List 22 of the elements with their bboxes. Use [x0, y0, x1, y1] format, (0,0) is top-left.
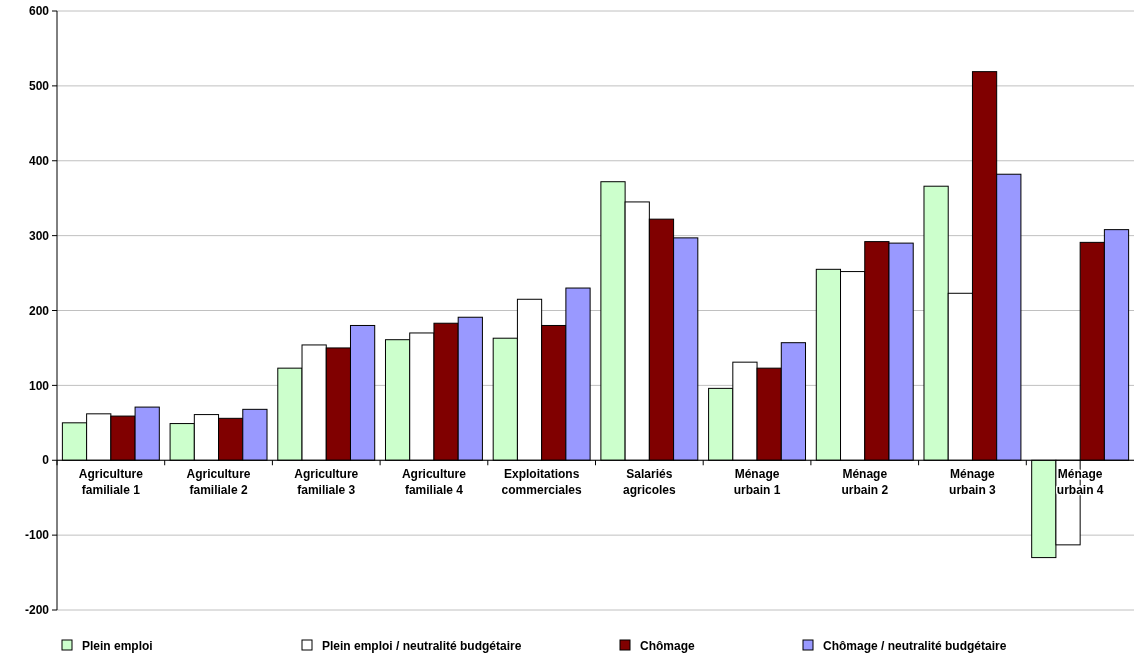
y-tick-label: -200	[24, 603, 50, 618]
legend-label: Plein emploi / neutralité budgétaire	[322, 639, 522, 653]
y-tick-label: 500	[28, 79, 50, 94]
y-tick-label: -100	[24, 528, 50, 543]
y-tick-label: 100	[28, 378, 50, 393]
x-tick-label: Agriculture familiale 1	[78, 467, 144, 498]
legend-label: Chômage	[640, 639, 695, 653]
x-tick-label: Salariés agricoles	[623, 467, 677, 498]
x-tick-label: Exploitations commerciales	[501, 467, 582, 498]
legend-label: Plein emploi	[82, 639, 153, 653]
y-tick-label: 0	[42, 453, 50, 468]
x-tick-label: Ménage urbain 3	[949, 467, 997, 498]
x-tick-label: Ménage urbain 1	[733, 467, 781, 498]
y-tick-label: 600	[28, 4, 50, 19]
y-tick-label: 200	[28, 303, 50, 318]
y-tick-label: 300	[28, 228, 50, 243]
x-tick-label: Agriculture familiale 4	[401, 467, 467, 498]
legend-label: Chômage / neutralité budgétaire	[823, 639, 1007, 653]
x-tick-label: Ménage urbain 2	[841, 467, 889, 498]
y-tick-label: 400	[28, 153, 50, 168]
x-tick-label: Agriculture familiale 3	[294, 467, 359, 498]
x-tick-label: Agriculture familiale 2	[186, 467, 251, 498]
